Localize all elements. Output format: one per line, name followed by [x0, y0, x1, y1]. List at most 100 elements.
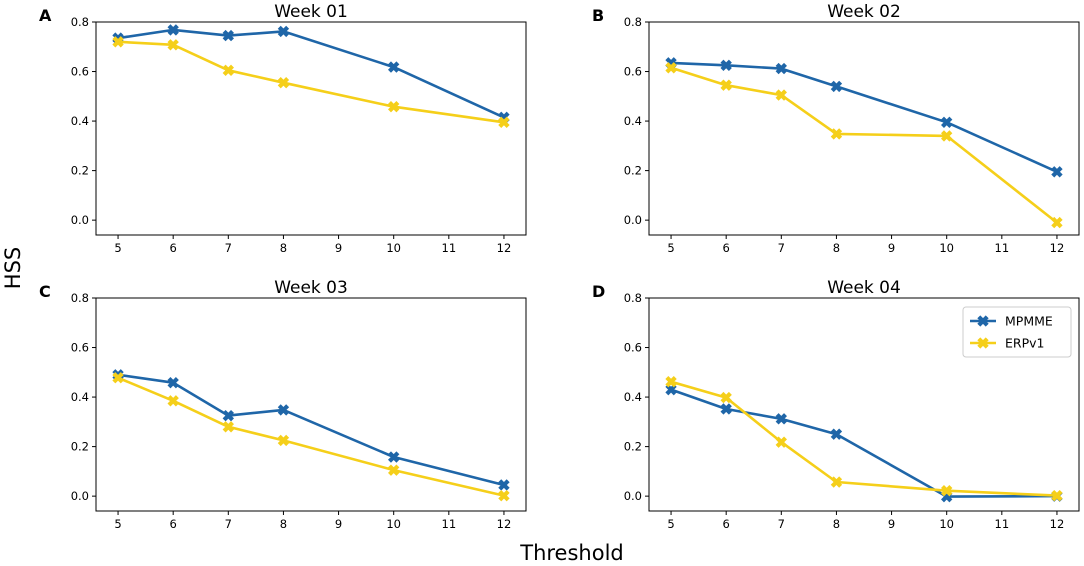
legend-marker-mpmme	[977, 315, 989, 327]
series-mpmme	[665, 57, 1063, 178]
panel-c: Week 03 C 5 6 7 8 9 10 11 12 0.0 0.2 0.4 0.6 0.8	[39, 278, 527, 531]
data-point-erpv1	[277, 434, 290, 447]
data-point-erpv1	[1051, 216, 1063, 229]
legend-label-erpv1: ERPv1	[1005, 336, 1044, 351]
y-tick-label: 0.0	[624, 489, 642, 503]
series-line-erpv1	[670, 66, 1058, 224]
legend-marker-erpv1	[977, 337, 989, 349]
series-erpv1	[665, 376, 1063, 502]
x-tick-label: 6	[723, 517, 730, 531]
plot-frame	[648, 21, 1080, 236]
x-tick-label: 12	[497, 241, 512, 255]
data-point-erpv1	[388, 101, 400, 113]
data-point-erpv1	[830, 476, 843, 488]
x-tick-label: 7	[225, 517, 232, 531]
x-tick-label: 7	[225, 241, 232, 255]
panel-title: Week 04	[827, 278, 901, 298]
y-tick-label: 0.6	[71, 341, 89, 355]
x-tick-label: 5	[667, 517, 674, 531]
panel-b: Week 02 B 5 6 7 8 9 10 11 12 0.0 0.2 0.4 0.6 0.8	[592, 2, 1080, 255]
x-tick-label: 9	[335, 517, 342, 531]
y-tick-label: 0.4	[624, 114, 642, 128]
x-tick-label: 8	[833, 517, 840, 531]
plot-frame	[95, 21, 527, 236]
legend-label-mpmme: MPMME	[1005, 314, 1053, 329]
plot-frame	[95, 297, 527, 512]
data-point-erpv1	[498, 489, 510, 502]
x-tick-label: 11	[995, 241, 1010, 255]
y-tick-label: 0.8	[71, 15, 89, 29]
series-mpmme	[112, 24, 510, 124]
x-tick-label: 9	[335, 241, 342, 255]
x-tick-label: 11	[442, 517, 457, 531]
panel-label: C	[39, 282, 51, 301]
x-tick-label: 5	[114, 517, 121, 531]
data-point-mpmme	[1051, 166, 1063, 178]
x-tick-label: 10	[386, 517, 401, 531]
data-point-erpv1	[167, 395, 179, 407]
data-point-erpv1	[665, 376, 677, 388]
legend-frame	[962, 306, 1072, 358]
data-point-erpv1	[775, 89, 787, 101]
y-tick-label: 0.8	[624, 291, 642, 305]
x-tick-label: 12	[1050, 517, 1065, 531]
y-tick-label: 0.0	[71, 213, 89, 227]
figure-xlabel: Threshold	[519, 541, 624, 565]
data-point-erpv1	[941, 485, 953, 497]
y-tick-label: 0.2	[624, 164, 642, 178]
series-line-mpmme	[671, 61, 1058, 173]
data-point-mpmme	[775, 62, 787, 75]
data-point-mpmme	[388, 61, 400, 73]
y-tick-label: 0.8	[624, 15, 642, 29]
y-tick-label: 0.2	[624, 440, 642, 454]
data-point-mpmme	[277, 25, 290, 38]
panel-d: Week 04 D 5 6 7 8 9 10 11 12 0.0 0.2 0.4 0.6 0.8 MPMME E…	[592, 278, 1080, 531]
series-erpv1	[112, 36, 510, 128]
data-point-mpmme	[277, 404, 290, 416]
series-mpmme	[112, 369, 510, 491]
y-tick-label: 0.2	[71, 164, 89, 178]
data-point-mpmme	[222, 409, 234, 422]
data-point-erpv1	[941, 130, 953, 142]
legend: MPMME ERPv1	[962, 306, 1072, 358]
y-tick-label: 0.4	[71, 114, 89, 128]
data-point-erpv1	[665, 62, 677, 74]
y-tick-label: 0.6	[624, 65, 642, 79]
data-point-erpv1	[222, 421, 234, 433]
y-tick-label: 0.6	[71, 65, 89, 79]
data-point-mpmme	[941, 116, 953, 128]
data-point-mpmme	[720, 403, 732, 415]
series-erpv1	[112, 372, 510, 502]
y-tick-label: 0.0	[624, 213, 642, 227]
x-tick-label: 5	[114, 241, 121, 255]
x-tick-label: 11	[442, 241, 457, 255]
data-point-erpv1	[1051, 489, 1063, 502]
data-point-mpmme	[167, 377, 179, 389]
x-tick-label: 8	[833, 241, 840, 255]
x-tick-label: 9	[888, 241, 895, 255]
data-point-mpmme	[720, 59, 732, 72]
y-tick-label: 0.2	[71, 440, 89, 454]
panel-label: A	[39, 6, 52, 25]
data-point-erpv1	[830, 128, 843, 140]
data-point-erpv1	[720, 79, 732, 91]
series-line-erpv1	[117, 376, 505, 497]
plot-frame	[648, 297, 1080, 512]
series-line-mpmme	[117, 28, 505, 119]
y-tick-label: 0.0	[71, 489, 89, 503]
x-tick-label: 10	[939, 241, 954, 255]
x-tick-label: 7	[778, 517, 785, 531]
x-tick-label: 8	[280, 517, 287, 531]
x-tick-label: 12	[497, 517, 512, 531]
data-point-erpv1	[112, 36, 124, 48]
panel-label: D	[592, 282, 605, 301]
y-tick-label: 0.4	[624, 390, 642, 404]
x-tick-label: 9	[888, 517, 895, 531]
x-tick-label: 7	[778, 241, 785, 255]
series-erpv1	[665, 62, 1063, 229]
panel-label: B	[592, 6, 604, 25]
data-point-mpmme	[830, 80, 843, 93]
x-tick-label: 12	[1050, 241, 1065, 255]
